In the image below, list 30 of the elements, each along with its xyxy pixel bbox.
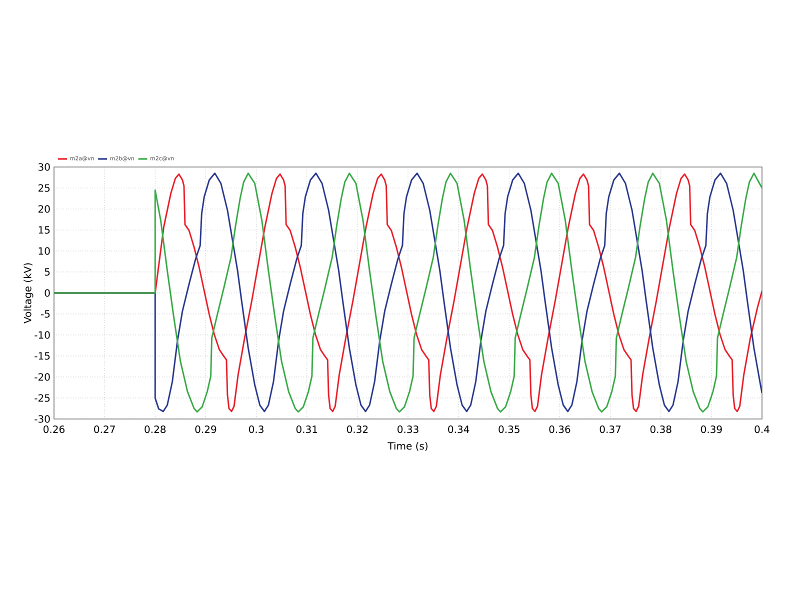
y-tick-label: -10 [34,331,50,339]
x-tick-label: 0.38 [650,426,672,434]
x-tick-label: 0.4 [754,426,770,434]
x-tick-label: 0.34 [448,426,470,434]
y-tick-label: 0 [44,289,50,297]
x-tick-label: 0.28 [144,426,166,434]
y-tick-label: 15 [38,226,50,234]
x-tick-label: 0.32 [346,426,368,434]
y-tick-label: 30 [38,163,50,171]
y-tick-label: -30 [34,415,50,423]
y-tick-label: 10 [38,247,50,255]
y-tick-label: -20 [34,373,50,381]
y-tick-label: -5 [40,310,50,318]
x-tick-label: 0.36 [549,426,570,434]
y-tick-label: 25 [38,184,50,192]
x-tick-label: 0.31 [296,426,318,434]
x-tick-label: 0.27 [94,426,115,434]
y-tick-label: 5 [44,268,50,276]
y-tick-label: 20 [38,205,50,213]
x-tick-label: 0.29 [195,426,216,434]
x-axis-title: Time (s) [388,442,428,451]
x-tick-label: 0.33 [398,426,418,434]
x-tick-label: 0.35 [498,426,520,434]
y-tick-label: -15 [34,352,50,360]
x-tick-label: 0.39 [700,426,722,434]
x-tick-label: 0.26 [44,426,65,434]
x-tick-label: 0.3 [249,426,264,434]
y-axis-title: Voltage (kV) [24,263,34,324]
x-tick-label: 0.37 [600,426,621,434]
y-tick-label: -25 [34,394,50,402]
